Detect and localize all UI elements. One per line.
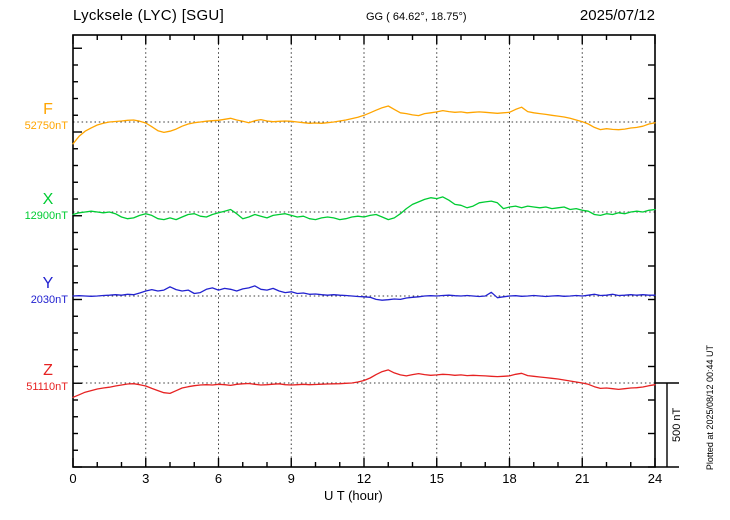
trace-label-y: Y bbox=[42, 275, 54, 292]
x-axis-title: U T (hour) bbox=[324, 488, 383, 503]
x-axis-tick-label: 21 bbox=[575, 471, 590, 486]
plotted-at-label: Plotted at 2025/08/12 00:44 UT bbox=[705, 344, 715, 470]
date-label: 2025/07/12 bbox=[579, 7, 655, 24]
trace-baseline-value-x: 12900nT bbox=[24, 210, 68, 222]
x-axis-tick-label: 3 bbox=[142, 471, 150, 486]
x-axis-tick-label: 15 bbox=[429, 471, 444, 486]
trace-label-f: F bbox=[43, 101, 53, 118]
trace-label-x: X bbox=[42, 191, 54, 208]
x-axis-tick-label: 6 bbox=[214, 471, 223, 486]
trace-baseline-value-f: 52750nT bbox=[24, 120, 68, 132]
x-axis-tick-label: 12 bbox=[356, 471, 372, 486]
trace-baseline-value-y: 2030nT bbox=[30, 294, 68, 306]
trace-f bbox=[72, 105, 656, 145]
scale-bar-label: 500 nT bbox=[671, 407, 683, 443]
x-axis-tick-label: 24 bbox=[647, 471, 663, 486]
station-title: Lycksele (LYC) [SGU] bbox=[73, 7, 225, 24]
x-axis-tick-label: 9 bbox=[287, 471, 295, 486]
x-axis-tick-label: 18 bbox=[502, 471, 517, 486]
trace-y bbox=[72, 285, 656, 301]
x-axis-tick-label: 0 bbox=[69, 471, 77, 486]
trace-z bbox=[72, 369, 656, 398]
trace-baseline-value-z: 51110nT bbox=[26, 381, 68, 393]
trace-x bbox=[72, 196, 656, 221]
trace-label-z: Z bbox=[43, 362, 53, 379]
coordinates-label: GG ( 64.62°, 18.75°) bbox=[366, 11, 467, 23]
